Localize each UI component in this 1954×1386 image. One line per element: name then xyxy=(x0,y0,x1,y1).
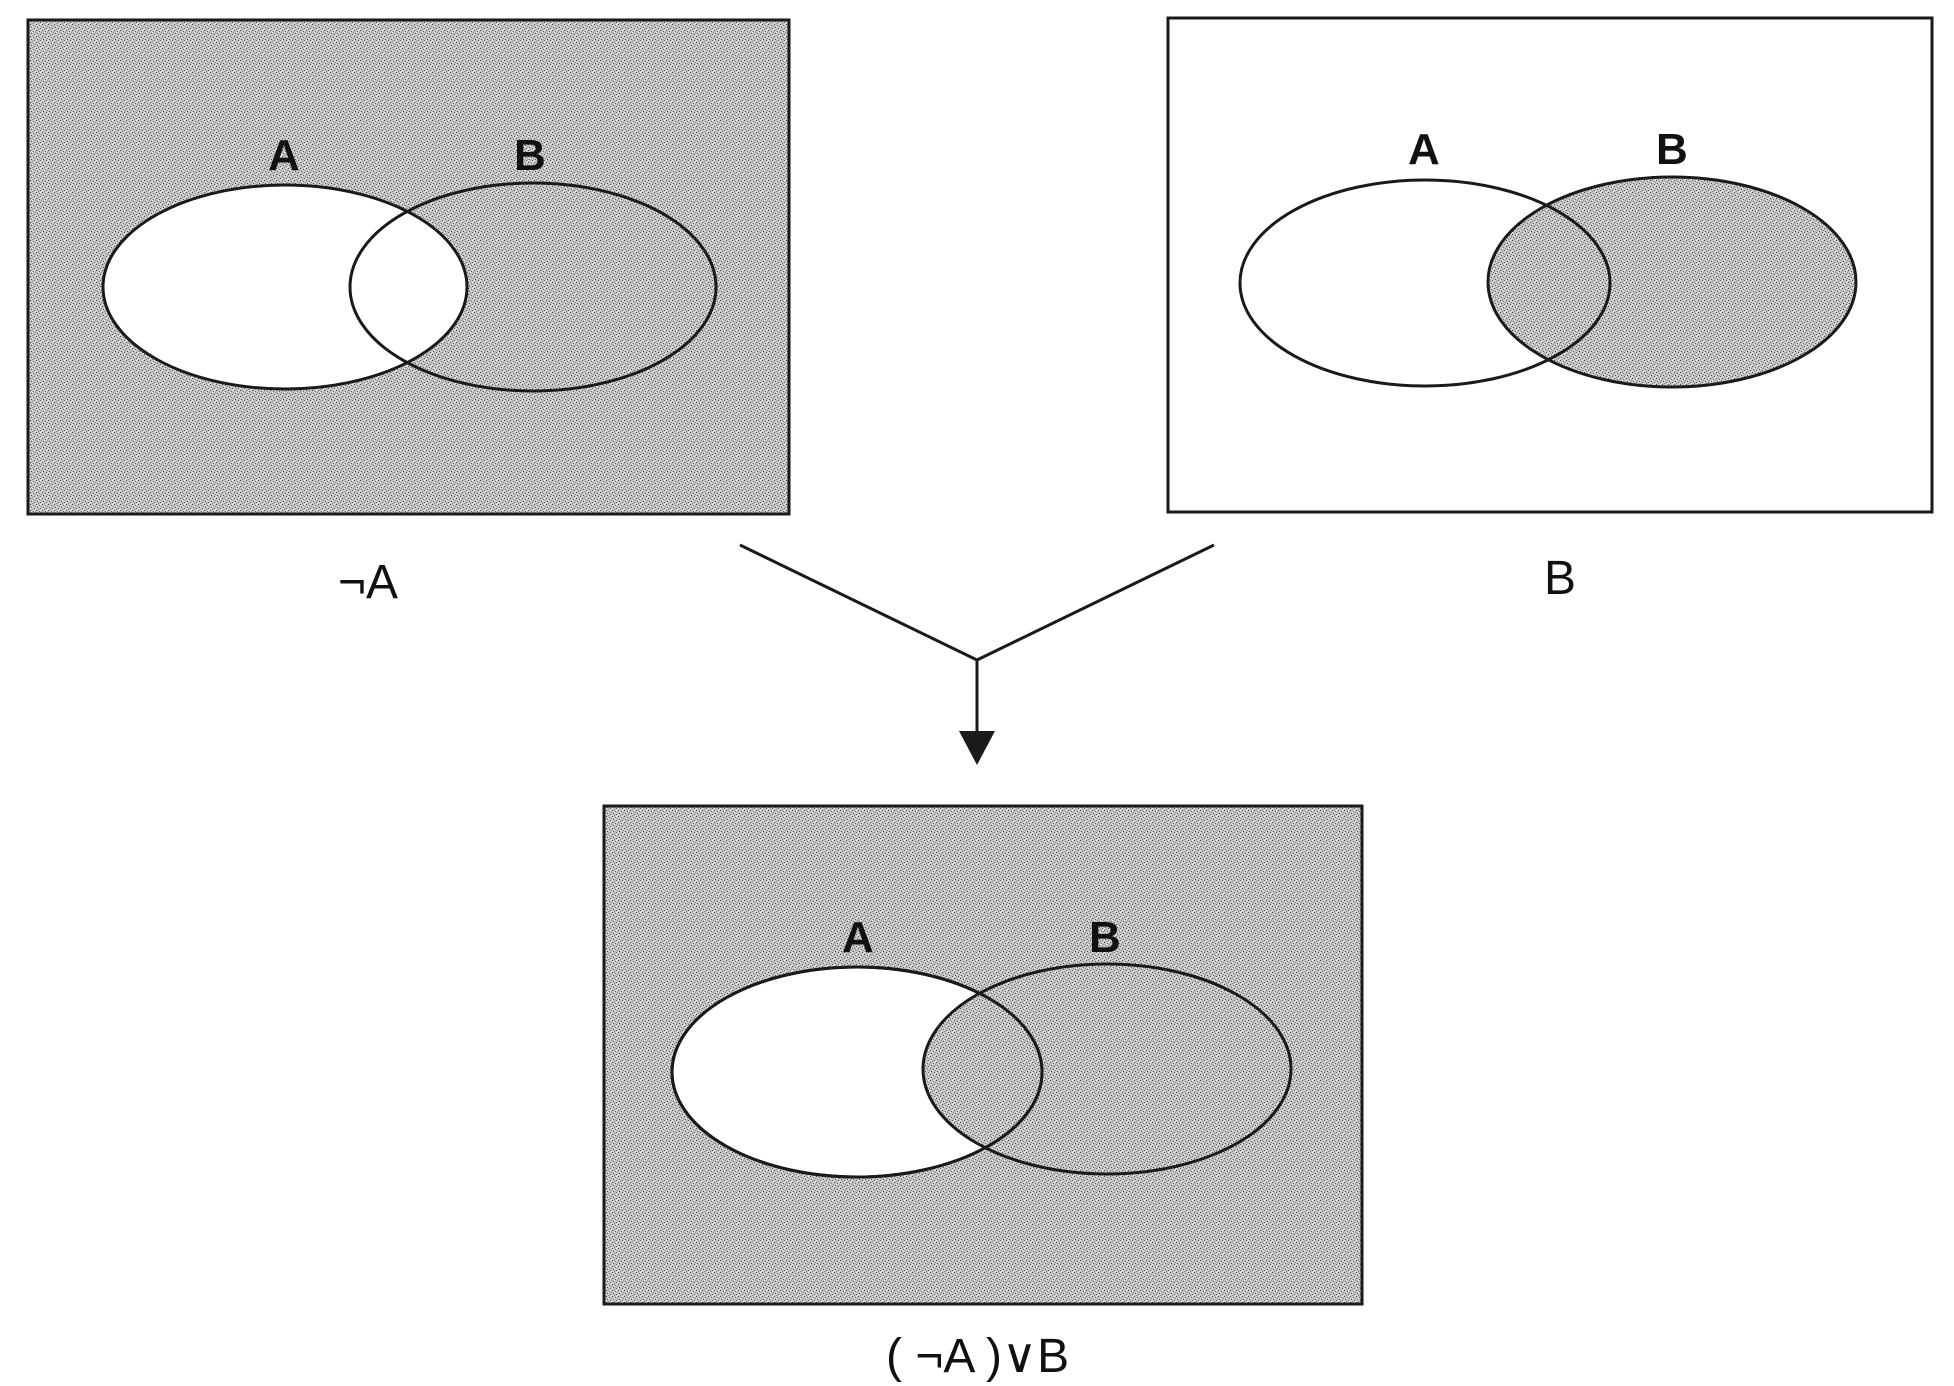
caption-not-a: ¬A xyxy=(338,556,398,609)
connector-right-line xyxy=(976,543,1215,662)
set-b-ellipse xyxy=(921,962,1293,1176)
merge-connector xyxy=(739,543,1215,765)
connector-left-line xyxy=(739,543,978,662)
set-b-label: B xyxy=(514,131,546,180)
panel-b: A B xyxy=(1166,16,1934,514)
set-a-ellipse xyxy=(101,183,469,391)
set-b-ellipse xyxy=(1486,175,1858,389)
set-a-outline xyxy=(670,965,1044,1179)
arrowhead-down-icon xyxy=(959,731,995,765)
set-a-label: A xyxy=(1408,125,1440,174)
set-b-label: B xyxy=(1656,125,1688,174)
panel-not-a: A B xyxy=(26,18,791,516)
set-b-label: B xyxy=(1089,913,1121,962)
panel-result: A B xyxy=(602,804,1364,1306)
set-a-label: A xyxy=(268,131,300,180)
caption-b: B xyxy=(1544,552,1576,605)
set-a-label: A xyxy=(842,913,874,962)
set-b-ellipse xyxy=(348,181,718,393)
set-a-ellipse xyxy=(1238,178,1612,388)
caption-result: ( ¬A )∨B xyxy=(886,1330,1069,1383)
